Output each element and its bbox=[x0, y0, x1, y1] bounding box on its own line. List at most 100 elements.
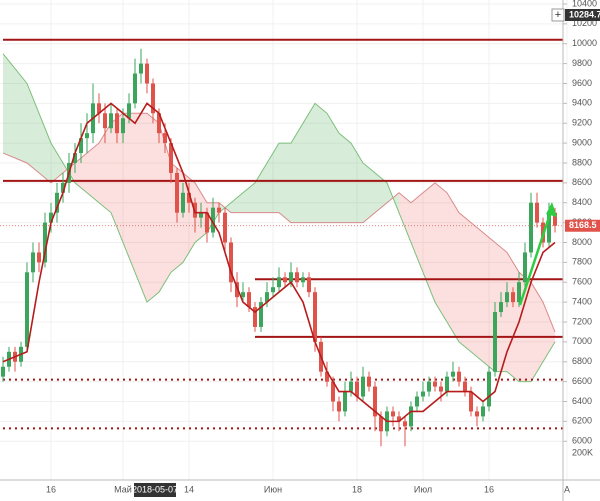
candle-body bbox=[391, 411, 395, 417]
trend-arrow bbox=[518, 202, 557, 306]
y-tick-label: 9600 bbox=[572, 78, 592, 88]
candle-body bbox=[25, 272, 29, 347]
y-tick-label: 7800 bbox=[572, 257, 592, 267]
cloud-span-b bbox=[2, 112, 556, 333]
crosshair-time-label: 2018-05-07 bbox=[132, 484, 178, 494]
add-button[interactable] bbox=[551, 8, 565, 22]
candle-body bbox=[85, 133, 89, 139]
candle-body bbox=[331, 381, 335, 402]
candle-body bbox=[235, 282, 239, 298]
cloud-segment bbox=[471, 222, 483, 362]
cloud-segment bbox=[327, 113, 339, 223]
candle-body bbox=[31, 252, 35, 273]
x-tick-label: Июл bbox=[414, 484, 432, 494]
candle-body bbox=[241, 292, 245, 298]
cloud-segment bbox=[75, 153, 87, 193]
cloud-segment bbox=[147, 113, 159, 303]
candle-body bbox=[343, 391, 347, 412]
y-tick-label: 8800 bbox=[572, 157, 592, 167]
cloud-segment bbox=[459, 212, 471, 352]
cloud-segment bbox=[159, 123, 171, 293]
x-tick-label: 14 bbox=[184, 484, 194, 494]
y-tick-label: 7000 bbox=[572, 336, 592, 346]
candle-body bbox=[127, 103, 131, 119]
y-tick-label: 7200 bbox=[572, 316, 592, 326]
x-tick-label: 16 bbox=[46, 484, 56, 494]
candle-body bbox=[163, 133, 167, 144]
candle-body bbox=[349, 381, 353, 392]
candle-body bbox=[361, 376, 365, 397]
candle-body bbox=[439, 386, 443, 392]
y-tick-label: 7600 bbox=[572, 277, 592, 287]
x-tick-label: А bbox=[564, 484, 570, 494]
candle-body bbox=[487, 371, 491, 407]
x-tick-label: 18 bbox=[352, 484, 362, 494]
cloud-segment bbox=[183, 172, 195, 263]
y-tick-label: 9800 bbox=[572, 58, 592, 68]
x-tick-label: Июн bbox=[264, 484, 282, 494]
candle-body bbox=[355, 381, 359, 397]
candle-body bbox=[271, 287, 275, 293]
x-tick-label: Май bbox=[114, 484, 132, 494]
candle-body bbox=[217, 207, 221, 213]
candle-body bbox=[283, 277, 287, 283]
crosshair-price-label: 10284.7 bbox=[569, 9, 600, 19]
y-tick-label: 9200 bbox=[572, 118, 592, 128]
candle-body bbox=[301, 277, 305, 283]
cloud-segment bbox=[15, 68, 27, 163]
candle-body bbox=[109, 113, 113, 129]
candle-body bbox=[265, 292, 269, 303]
cloud-segment bbox=[399, 192, 411, 243]
cloud-segment bbox=[303, 103, 315, 223]
cloud-segment bbox=[507, 252, 519, 382]
last-price-label: 8168.5 bbox=[569, 220, 597, 230]
cloud-segment bbox=[351, 143, 363, 223]
candle-body bbox=[151, 83, 155, 114]
y-tick-label: 8000 bbox=[572, 237, 592, 247]
y-tick-label: 7400 bbox=[572, 296, 592, 306]
candle-body bbox=[481, 406, 485, 417]
cloud-segment bbox=[231, 192, 243, 213]
y-tick-label: 10200 bbox=[572, 18, 597, 28]
candle-body bbox=[463, 381, 467, 392]
candle-body bbox=[373, 386, 377, 417]
cloud-segment bbox=[291, 123, 303, 223]
cloud-segment bbox=[135, 113, 147, 303]
cloud-span-a bbox=[2, 53, 556, 383]
y-tick-label: 8400 bbox=[572, 197, 592, 207]
candle-body bbox=[145, 63, 149, 84]
cloud-segment bbox=[3, 53, 15, 159]
candle-body bbox=[115, 113, 119, 134]
candle-body bbox=[139, 63, 143, 74]
axes: 6000 6200 6400 6600 6800 7000 7200 7400 7600 7800… bbox=[46, 0, 600, 494]
candle-body bbox=[445, 376, 449, 392]
candle-body bbox=[61, 182, 65, 193]
cloud-segment bbox=[267, 143, 279, 213]
x-tick-label: 16 bbox=[484, 484, 494, 494]
candle-body bbox=[379, 416, 383, 432]
candle-body bbox=[43, 222, 47, 263]
candle-body bbox=[427, 381, 431, 392]
add-icon: + bbox=[555, 9, 561, 21]
cloud-segment bbox=[435, 182, 447, 322]
candle-body bbox=[523, 252, 527, 283]
candle-body bbox=[421, 391, 425, 397]
candle-body bbox=[157, 113, 161, 134]
cloud-segment bbox=[87, 143, 99, 203]
candle-body bbox=[403, 421, 407, 427]
crosshair-price-box bbox=[565, 9, 600, 21]
candle-body bbox=[277, 277, 281, 288]
candle-body bbox=[511, 292, 515, 303]
last-price-box bbox=[565, 219, 600, 232]
candle-body bbox=[1, 366, 5, 377]
candle-body bbox=[313, 292, 317, 342]
candle-body bbox=[253, 307, 257, 327]
y-tick-label: 8600 bbox=[572, 177, 592, 187]
candle-body bbox=[223, 212, 227, 243]
y-tick-label: 9400 bbox=[572, 98, 592, 108]
crosshair-time-box bbox=[134, 483, 176, 497]
cloud-segment bbox=[39, 113, 51, 183]
candle-body bbox=[247, 292, 251, 308]
candle-body bbox=[535, 202, 539, 223]
